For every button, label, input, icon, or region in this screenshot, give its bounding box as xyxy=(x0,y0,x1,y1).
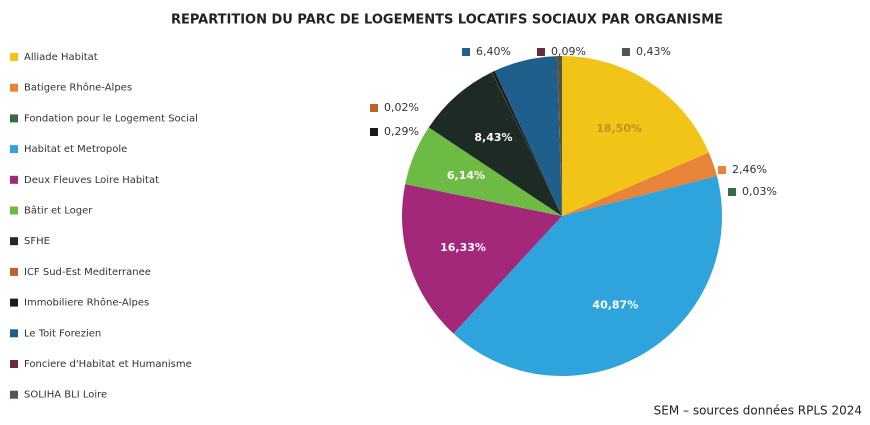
data-label: 0,09% xyxy=(551,45,586,58)
legend-swatch xyxy=(10,83,18,92)
legend-label: Bâtir et Loger xyxy=(24,205,93,217)
source-note: SEM – sources données RPLS 2024 xyxy=(654,404,862,418)
data-label: 0,29% xyxy=(384,125,419,138)
data-label: 40,87% xyxy=(592,298,638,311)
pie-slice xyxy=(405,127,562,216)
label-marker xyxy=(537,48,545,56)
chart-title: REPARTITION DU PARC DE LOGEMENTS LOCATIF… xyxy=(171,13,723,28)
legend-label: SFHE xyxy=(24,236,50,247)
legend-swatch xyxy=(10,267,18,276)
legend-label: Immobiliere Rhône-Alpes xyxy=(24,297,149,309)
pie-slice xyxy=(491,72,562,216)
data-label: 6,40% xyxy=(476,45,511,58)
legend-swatch xyxy=(10,175,18,184)
legend-label: Fondation pour le Logement Social xyxy=(24,113,198,124)
data-label: 6,14% xyxy=(447,169,485,182)
legend-swatch xyxy=(10,360,18,368)
legend-label: Le Toit Forezien xyxy=(24,328,101,339)
legend-label: SOLIHA BLI Loire xyxy=(24,390,107,401)
label-marker xyxy=(728,188,736,196)
legend-label: Fonciere d'Habitat et Humanisme xyxy=(24,359,192,370)
data-label: 0,02% xyxy=(384,101,419,114)
pie-slice xyxy=(401,184,562,334)
pie-slice xyxy=(557,56,562,216)
data-label: 8,43% xyxy=(474,131,512,144)
label-marker xyxy=(718,166,726,174)
data-label: 0,03% xyxy=(742,185,777,198)
pie-slice xyxy=(556,56,562,216)
legend-swatch xyxy=(10,390,18,399)
label-marker xyxy=(622,48,630,56)
legend-label: Habitat et Metropole xyxy=(24,144,127,155)
legend-swatch xyxy=(10,145,18,154)
data-label: 0,43% xyxy=(636,45,671,58)
pie-slice xyxy=(562,152,717,216)
legend-swatch xyxy=(10,329,18,338)
pie-slice xyxy=(562,56,709,216)
legend-swatch xyxy=(10,298,18,307)
legend-label: Deux Fleuves Loire Habitat xyxy=(24,175,159,186)
label-marker xyxy=(370,128,378,136)
legend-swatch xyxy=(10,53,18,61)
pie-slice xyxy=(491,70,562,216)
pie-slice xyxy=(428,72,562,216)
pie-slice xyxy=(562,175,717,216)
pie-slice xyxy=(494,56,562,216)
legend-label: ICF Sud-Est Mediterranee xyxy=(24,267,151,278)
label-marker xyxy=(370,104,378,112)
legend-label: Batigere Rhône-Alpes xyxy=(24,82,132,94)
legend-swatch xyxy=(10,206,18,215)
data-label: 2,46% xyxy=(732,163,767,176)
pie-slice xyxy=(453,176,723,376)
legend-label: Alliade Habitat xyxy=(24,52,98,63)
label-marker xyxy=(462,48,470,56)
legend-swatch xyxy=(10,237,18,246)
data-label: 16,33% xyxy=(440,241,486,254)
data-label: 18,50% xyxy=(596,122,642,135)
legend-swatch xyxy=(10,114,18,123)
